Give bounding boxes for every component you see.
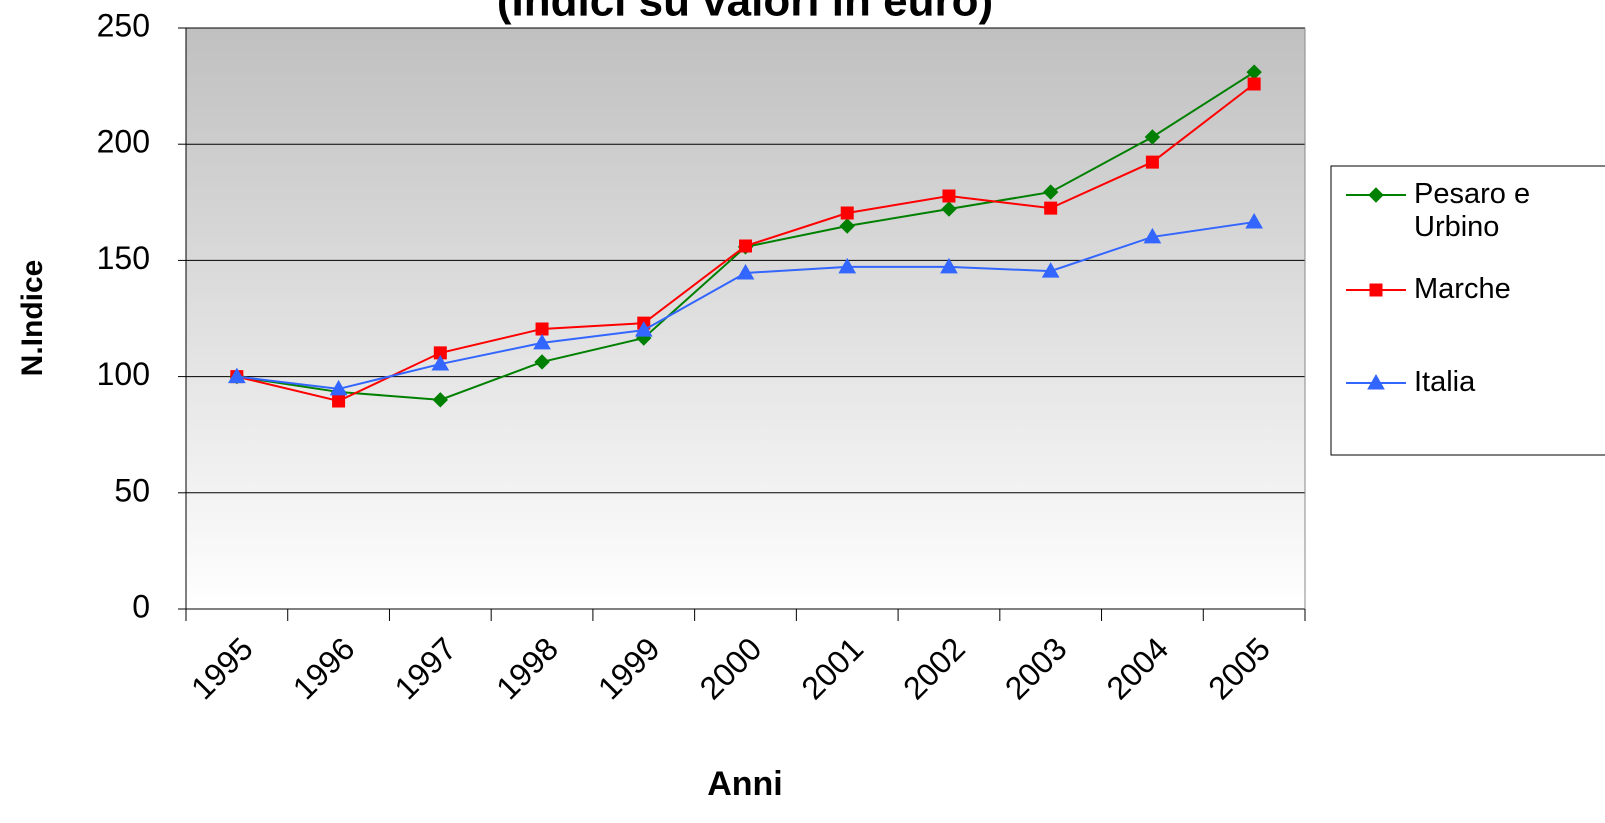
point xyxy=(634,321,653,337)
point xyxy=(941,201,957,217)
x-tick-label: 1997 xyxy=(387,630,463,706)
legend-label: Pesaro e Urbino xyxy=(1414,178,1531,243)
plot-area xyxy=(186,28,1305,609)
point xyxy=(1044,201,1058,215)
point xyxy=(1145,155,1159,169)
point xyxy=(739,239,752,253)
y-axis-title: N.Indice xyxy=(16,260,49,377)
x-tick-label: 2005 xyxy=(1201,630,1277,706)
legend-marker xyxy=(1369,283,1383,297)
point xyxy=(840,206,854,220)
point xyxy=(1247,77,1261,91)
y-tick-label: 0 xyxy=(132,588,150,624)
point xyxy=(329,379,348,396)
point xyxy=(1042,184,1059,200)
x-tick-label: 2000 xyxy=(693,630,769,706)
point xyxy=(839,218,855,234)
x-tick-label: 1996 xyxy=(286,630,362,706)
legend-marker xyxy=(1367,373,1385,390)
point xyxy=(431,355,450,371)
point xyxy=(1041,262,1060,278)
y-tick-label: 200 xyxy=(97,124,150,160)
x-tick-label: 1998 xyxy=(489,630,565,706)
point xyxy=(736,263,755,280)
point xyxy=(533,333,551,350)
point xyxy=(1144,129,1161,145)
point xyxy=(534,354,550,370)
y-tick-label: 150 xyxy=(97,240,150,276)
point xyxy=(940,257,958,274)
x-tick-label: 2004 xyxy=(1100,630,1176,706)
x-tick-label: 1999 xyxy=(591,630,667,706)
point xyxy=(535,322,549,336)
legend-label: Italia xyxy=(1414,366,1476,398)
y-tick-label: 250 xyxy=(97,7,150,43)
x-tick-label: 1995 xyxy=(184,630,260,706)
legend-box xyxy=(1330,165,1605,456)
x-tick-label: 2002 xyxy=(896,630,972,706)
point xyxy=(1245,213,1263,229)
point xyxy=(838,257,857,274)
legend-label: Marche xyxy=(1414,273,1511,305)
point xyxy=(432,392,449,408)
chart-title: (Indici su valori in euro) xyxy=(497,0,993,26)
x-axis-title: Anni xyxy=(707,765,783,803)
point xyxy=(332,394,346,408)
point xyxy=(228,367,246,384)
point xyxy=(942,189,956,203)
legend-marker xyxy=(1368,187,1384,203)
y-tick-label: 100 xyxy=(97,356,150,392)
y-tick-label: 50 xyxy=(114,472,150,508)
point xyxy=(433,346,447,360)
x-tick-label: 2001 xyxy=(794,630,870,706)
x-tick-label: 2003 xyxy=(998,630,1074,706)
point xyxy=(1143,227,1162,244)
